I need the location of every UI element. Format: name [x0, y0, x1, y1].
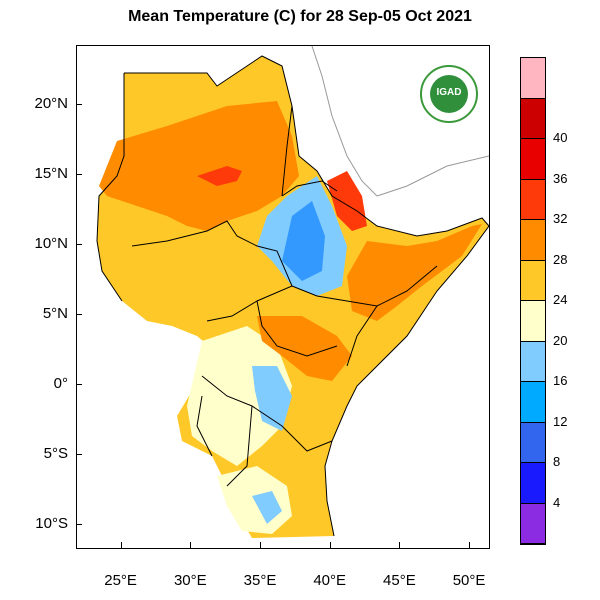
country-borders	[96, 55, 489, 537]
temperature-map	[96, 46, 489, 538]
colorbar-segment	[521, 503, 545, 544]
colorbar-segment	[521, 220, 545, 261]
longitude-tick	[469, 542, 471, 548]
colorbar-segment	[521, 58, 545, 99]
latitude-tick	[76, 453, 82, 455]
latitude-label: 5°S	[43, 444, 68, 462]
region-veryhot-sudan	[197, 166, 242, 186]
latitude-tick	[76, 313, 82, 315]
colorbar-label: 36	[553, 170, 568, 186]
latitude-label: 10°N	[34, 234, 68, 252]
region-veryhot-eritrea	[327, 171, 367, 231]
colorbar-label: 8	[553, 454, 561, 469]
latitude-label: 10°S	[35, 514, 68, 532]
longitude-label: 25°E	[104, 572, 137, 589]
region-mild-east	[187, 326, 292, 466]
longitude-label: 50°E	[452, 572, 486, 589]
colorbar-segment	[521, 341, 545, 382]
region-cold-ethiopia	[282, 201, 325, 281]
longitude-label: 40°E	[313, 572, 347, 589]
latitude-label: 5°N	[42, 304, 68, 322]
colorbar-label: 24	[553, 292, 568, 307]
colorbar-label: 28	[553, 251, 568, 267]
longitude-label: 45°E	[383, 572, 416, 589]
colorbar-label: 32	[553, 211, 568, 226]
colorbar-segment	[521, 301, 545, 342]
colorbar-segment	[521, 382, 545, 423]
logo-text: IGAD	[436, 87, 462, 98]
longitude-tick	[120, 542, 122, 548]
region-hot-horn	[347, 224, 482, 321]
latitude-tick	[76, 383, 82, 385]
latitude-tick	[76, 103, 82, 105]
igad-logo-icon: IGAD	[420, 65, 478, 123]
colorbar-segment	[521, 463, 545, 504]
colorbar-segment	[521, 179, 545, 220]
colorbar-segment	[521, 422, 545, 463]
map-frame	[76, 45, 490, 549]
latitude-tick	[76, 523, 82, 525]
longitude-tick	[190, 542, 192, 548]
map-title: Mean Temperature (C) for 28 Sep-05 Oct 2…	[128, 8, 472, 25]
colorbar-label: 20	[553, 332, 568, 348]
longitude-tick	[399, 542, 401, 548]
colorbar-segment	[521, 260, 545, 301]
colorbar	[520, 57, 546, 545]
longitude-tick	[260, 542, 261, 548]
region-hot-north	[99, 101, 299, 231]
region-land	[97, 56, 489, 538]
region-hot-kenya	[257, 316, 352, 381]
colorbar-label: 12	[553, 413, 568, 429]
latitude-label: 15°N	[34, 164, 68, 182]
region-cool-south	[252, 491, 282, 524]
latitude-tick	[76, 243, 82, 245]
latitude-label: 20°N	[34, 94, 68, 112]
colorbar-label: 40	[553, 130, 568, 145]
region-cool-lakes	[252, 366, 292, 431]
colorbar-label: 4	[553, 494, 561, 510]
region-sea-outline	[311, 46, 489, 197]
longitude-tick	[329, 542, 331, 548]
colorbar-segment	[521, 139, 545, 180]
longitude-label: 35°E	[243, 572, 277, 589]
colorbar-segment	[521, 98, 545, 139]
colorbar-label: 16	[553, 373, 568, 388]
latitude-label: 0°	[53, 374, 68, 392]
latitude-tick	[76, 173, 82, 175]
longitude-label: 30°E	[173, 572, 207, 589]
